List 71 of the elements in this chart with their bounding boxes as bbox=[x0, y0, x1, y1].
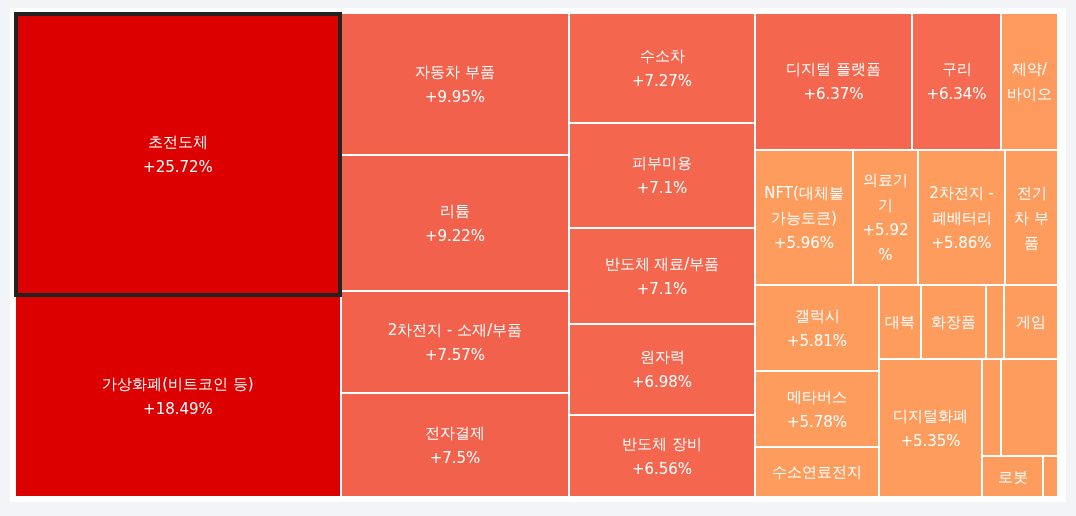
cell: 메타버스 +5.78% bbox=[756, 372, 878, 446]
category-label: 리튬 bbox=[440, 201, 470, 220]
cell: 초전도체 +25.72% bbox=[14, 12, 342, 297]
category-label: 반도체 재료/부품 bbox=[604, 254, 720, 273]
category-label: 2차전지 - 폐배터리 bbox=[929, 183, 994, 227]
cell: 화장품 bbox=[922, 286, 985, 358]
data-label: +5.35% bbox=[900, 431, 961, 450]
cell: 수소연료전지 bbox=[756, 448, 878, 496]
category-label: 초전도체 bbox=[148, 133, 208, 151]
cell: 반도체 재료/부품 +7.1% bbox=[570, 229, 754, 323]
category-label: 2차전지 - 소재/부품 bbox=[387, 320, 523, 339]
data-label: +6.98% bbox=[631, 373, 693, 391]
data-label: +7.5% bbox=[429, 448, 481, 467]
cell: 2차전지 - 폐배터리 +5.86% bbox=[919, 151, 1004, 284]
cell: 원자력 +6.98% bbox=[570, 325, 754, 414]
data-label: +6.34% bbox=[926, 85, 987, 103]
category-label: 원자력 bbox=[639, 348, 685, 366]
data-label: +7.57% bbox=[424, 345, 486, 364]
category-label: 의료기기 bbox=[863, 171, 908, 214]
category-label: 전기차 부품 bbox=[1014, 183, 1049, 252]
category-label: 게임 bbox=[1016, 313, 1046, 331]
cell: 로봇 bbox=[983, 457, 1042, 496]
cell: 전기차 부품 bbox=[1006, 151, 1057, 284]
category-label: 반도체 장비 bbox=[622, 434, 702, 453]
category-label: 디지털화폐 bbox=[893, 406, 968, 425]
cell: 대북 bbox=[880, 286, 920, 358]
cell: 반도체 장비 +6.56% bbox=[570, 416, 754, 496]
category-label: 구리 bbox=[941, 60, 972, 78]
category-label: 갤럭시 bbox=[794, 306, 840, 325]
category-label: NFT(대체불가능토큰) bbox=[764, 183, 844, 227]
category-label: 메타버스 bbox=[787, 387, 847, 406]
cell: 제약/바이오 bbox=[1002, 14, 1057, 149]
category-label: 로봇 bbox=[997, 467, 1028, 486]
cell: 게임 bbox=[1005, 286, 1057, 358]
category-label: 가상화폐(비트코인 등) bbox=[102, 375, 254, 393]
category-label: 피부미용 bbox=[632, 154, 692, 172]
cell: 갤럭시 +5.81% bbox=[756, 286, 878, 370]
category-label: 디지털 플랫폼 bbox=[786, 60, 881, 78]
category-label: 수소차 bbox=[639, 46, 685, 65]
data-label: +5.81% bbox=[786, 331, 848, 350]
category-label: 수소연료전지 bbox=[772, 463, 862, 481]
data-label: +6.56% bbox=[631, 459, 693, 478]
data-label: +7.27% bbox=[631, 71, 693, 90]
data-label: +7.1% bbox=[636, 179, 688, 197]
cell: 자동차 부품 +9.95% bbox=[342, 14, 568, 154]
cell: 리튬 +9.22% bbox=[342, 156, 568, 290]
cell: 전자결제 +7.5% bbox=[342, 394, 568, 496]
data-label: +5.86% bbox=[931, 233, 992, 252]
data-label: +6.37% bbox=[803, 85, 864, 103]
cell: 피부미용 +7.1% bbox=[570, 124, 754, 227]
cell: 수소차 +7.27% bbox=[570, 14, 754, 122]
category-label: 전자결제 bbox=[425, 423, 485, 442]
category-label: 화장품 bbox=[931, 313, 976, 331]
data-label: +7.1% bbox=[636, 279, 688, 298]
cell: 디지털화폐 +5.35% bbox=[880, 360, 981, 496]
cell: 의료기기 +5.92% bbox=[854, 151, 917, 284]
data-label: +5.96% bbox=[773, 233, 835, 252]
data-label: +18.49% bbox=[143, 400, 213, 418]
data-label: +25.72% bbox=[143, 158, 213, 176]
data-label: +5.78% bbox=[786, 412, 848, 431]
category-label: 자동차 부품 bbox=[415, 62, 495, 81]
cell: NFT(대체불가능토큰) +5.96% bbox=[756, 151, 852, 284]
cell: 2차전지 - 소재/부품 +7.57% bbox=[342, 292, 568, 392]
cell: 가상화폐(비트코인 등) +18.49% bbox=[16, 297, 340, 496]
data-label: +9.22% bbox=[424, 226, 486, 245]
cell: 디지털 플랫폼 +6.37% bbox=[756, 14, 911, 149]
data-label: +5.92% bbox=[862, 221, 909, 264]
category-label: 대북 bbox=[885, 313, 915, 331]
category-label: 제약/바이오 bbox=[1007, 60, 1052, 103]
cell: 구리 +6.34% bbox=[913, 14, 1000, 149]
data-label: +9.95% bbox=[424, 87, 486, 106]
